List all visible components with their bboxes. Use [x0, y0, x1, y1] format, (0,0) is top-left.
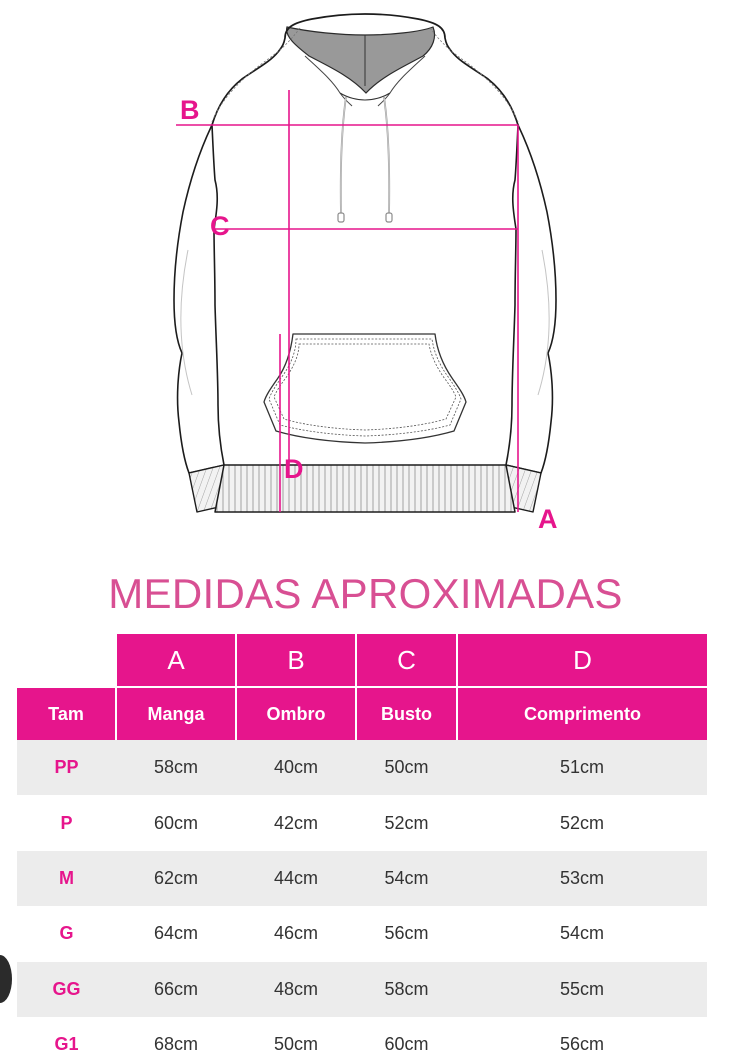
- svg-text:A: A: [538, 504, 558, 534]
- svg-text:D: D: [284, 454, 304, 484]
- svg-text:B: B: [180, 95, 200, 125]
- svg-text:C: C: [210, 211, 230, 241]
